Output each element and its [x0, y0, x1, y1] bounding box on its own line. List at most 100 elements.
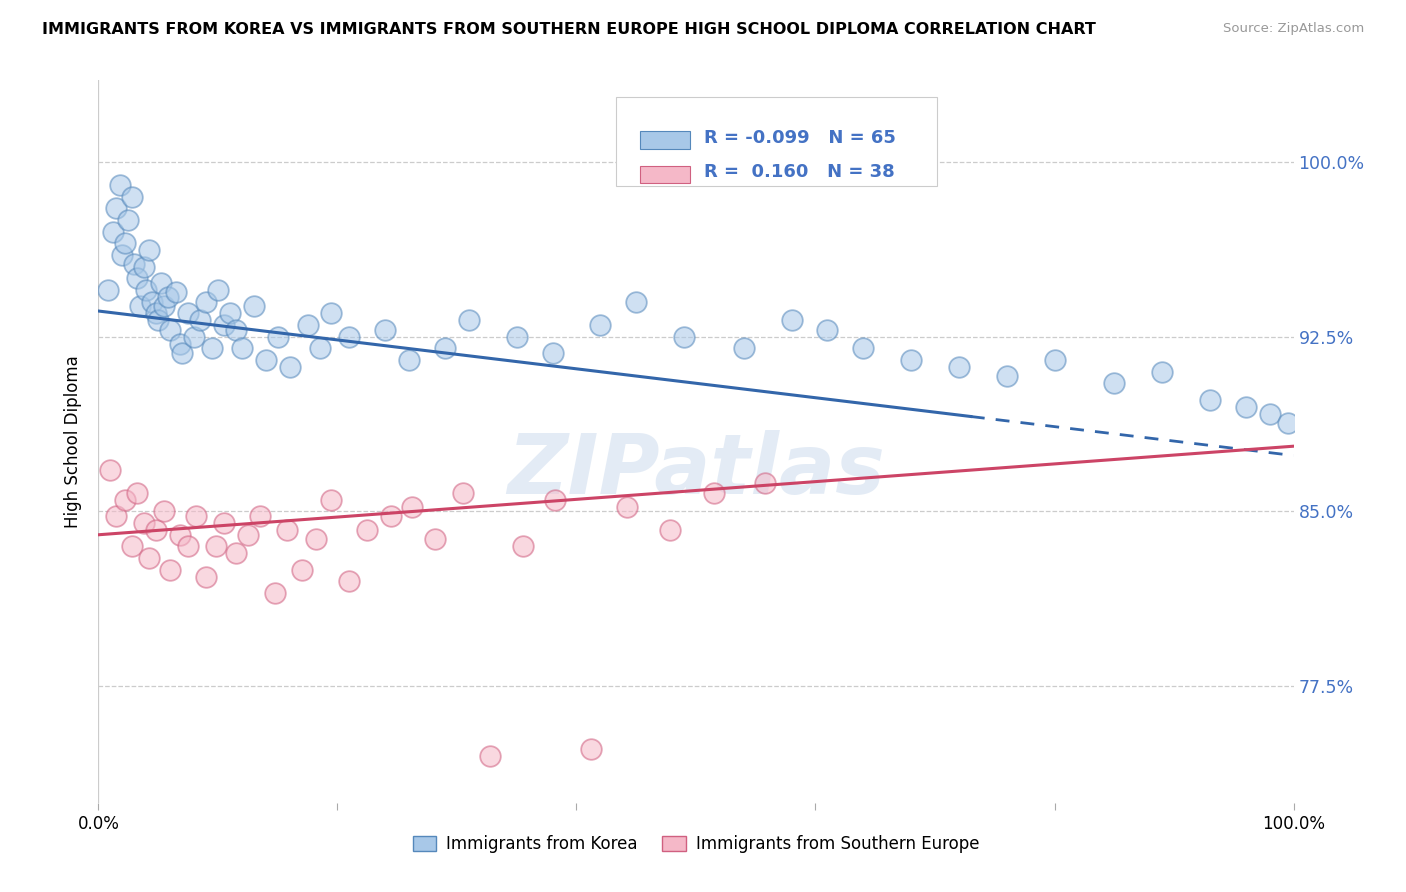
Point: [479, 749, 502, 764]
Legend: Immigrants from Korea, Immigrants from Southern Europe: Immigrants from Korea, Immigrants from S…: [406, 828, 986, 860]
Point: [401, 500, 423, 514]
Point: [305, 533, 328, 547]
Point: [145, 306, 167, 320]
Point: [97, 283, 120, 297]
Point: [219, 306, 242, 320]
Point: [703, 485, 725, 500]
Point: [153, 504, 176, 518]
Point: [177, 540, 200, 554]
Point: [117, 213, 139, 227]
Text: R =  0.160   N = 38: R = 0.160 N = 38: [704, 163, 896, 181]
Point: [169, 336, 191, 351]
Point: [754, 476, 776, 491]
Point: [141, 294, 163, 309]
Point: [159, 563, 181, 577]
Point: [291, 563, 314, 577]
Point: [321, 306, 343, 320]
Point: [1258, 407, 1281, 421]
FancyBboxPatch shape: [616, 97, 938, 186]
Point: [204, 540, 226, 554]
Point: [1152, 365, 1174, 379]
Point: [177, 306, 200, 320]
Point: [186, 509, 208, 524]
Point: [451, 485, 474, 500]
Point: [616, 500, 638, 514]
Point: [231, 341, 253, 355]
Point: [225, 323, 247, 337]
Point: [159, 323, 181, 337]
Point: [101, 225, 124, 239]
Point: [852, 341, 875, 355]
Point: [236, 528, 259, 542]
Point: [267, 329, 290, 343]
Point: [201, 341, 224, 355]
Point: [815, 323, 838, 337]
Point: [105, 202, 128, 216]
Text: Source: ZipAtlas.com: Source: ZipAtlas.com: [1223, 22, 1364, 36]
Point: [278, 359, 301, 374]
Point: [733, 341, 755, 355]
Point: [249, 509, 271, 524]
Point: [356, 523, 378, 537]
Point: [172, 346, 194, 360]
Point: [512, 540, 534, 554]
Point: [207, 283, 229, 297]
Point: [121, 190, 143, 204]
Point: [121, 540, 143, 554]
Point: [1199, 392, 1222, 407]
Point: [297, 318, 319, 332]
Point: [626, 294, 648, 309]
Point: [225, 546, 247, 560]
Point: [183, 329, 205, 343]
Point: [195, 570, 218, 584]
Point: [398, 353, 420, 368]
Point: [195, 294, 218, 309]
Point: [380, 509, 402, 524]
Point: [156, 290, 179, 304]
Point: [153, 299, 176, 313]
Point: [321, 492, 343, 507]
Point: [125, 485, 148, 500]
Point: [1104, 376, 1126, 391]
FancyBboxPatch shape: [640, 166, 690, 184]
Point: [780, 313, 803, 327]
Point: [98, 462, 122, 476]
Point: [108, 178, 131, 193]
Point: [673, 329, 696, 343]
Point: [145, 523, 167, 537]
Point: [544, 492, 567, 507]
Point: [114, 492, 136, 507]
Point: [506, 329, 529, 343]
Point: [105, 509, 128, 524]
Point: [124, 257, 146, 271]
Point: [149, 276, 172, 290]
Point: [458, 313, 481, 327]
Point: [948, 359, 970, 374]
Point: [276, 523, 298, 537]
Point: [1277, 416, 1299, 430]
Point: [541, 346, 564, 360]
Point: [165, 285, 187, 300]
Point: [434, 341, 457, 355]
Point: [264, 586, 287, 600]
Point: [339, 574, 361, 589]
Point: [129, 299, 152, 313]
Point: [148, 313, 170, 327]
Point: [1043, 353, 1066, 368]
Point: [138, 551, 160, 566]
Point: [425, 533, 447, 547]
Point: [374, 323, 396, 337]
Y-axis label: High School Diploma: High School Diploma: [63, 355, 82, 528]
Point: [579, 742, 602, 756]
Point: [138, 244, 160, 258]
Point: [111, 248, 134, 262]
Point: [339, 329, 361, 343]
Point: [658, 523, 681, 537]
Point: [212, 516, 235, 530]
Point: [995, 369, 1018, 384]
Point: [1234, 400, 1257, 414]
Text: IMMIGRANTS FROM KOREA VS IMMIGRANTS FROM SOUTHERN EUROPE HIGH SCHOOL DIPLOMA COR: IMMIGRANTS FROM KOREA VS IMMIGRANTS FROM…: [42, 22, 1097, 37]
Text: R = -0.099   N = 65: R = -0.099 N = 65: [704, 128, 896, 147]
Point: [243, 299, 266, 313]
Text: ZIPatlas: ZIPatlas: [508, 430, 884, 511]
